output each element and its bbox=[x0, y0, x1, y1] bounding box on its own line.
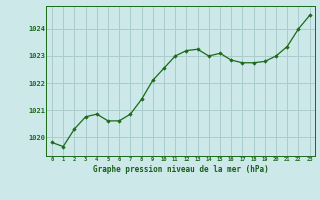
X-axis label: Graphe pression niveau de la mer (hPa): Graphe pression niveau de la mer (hPa) bbox=[93, 165, 269, 174]
